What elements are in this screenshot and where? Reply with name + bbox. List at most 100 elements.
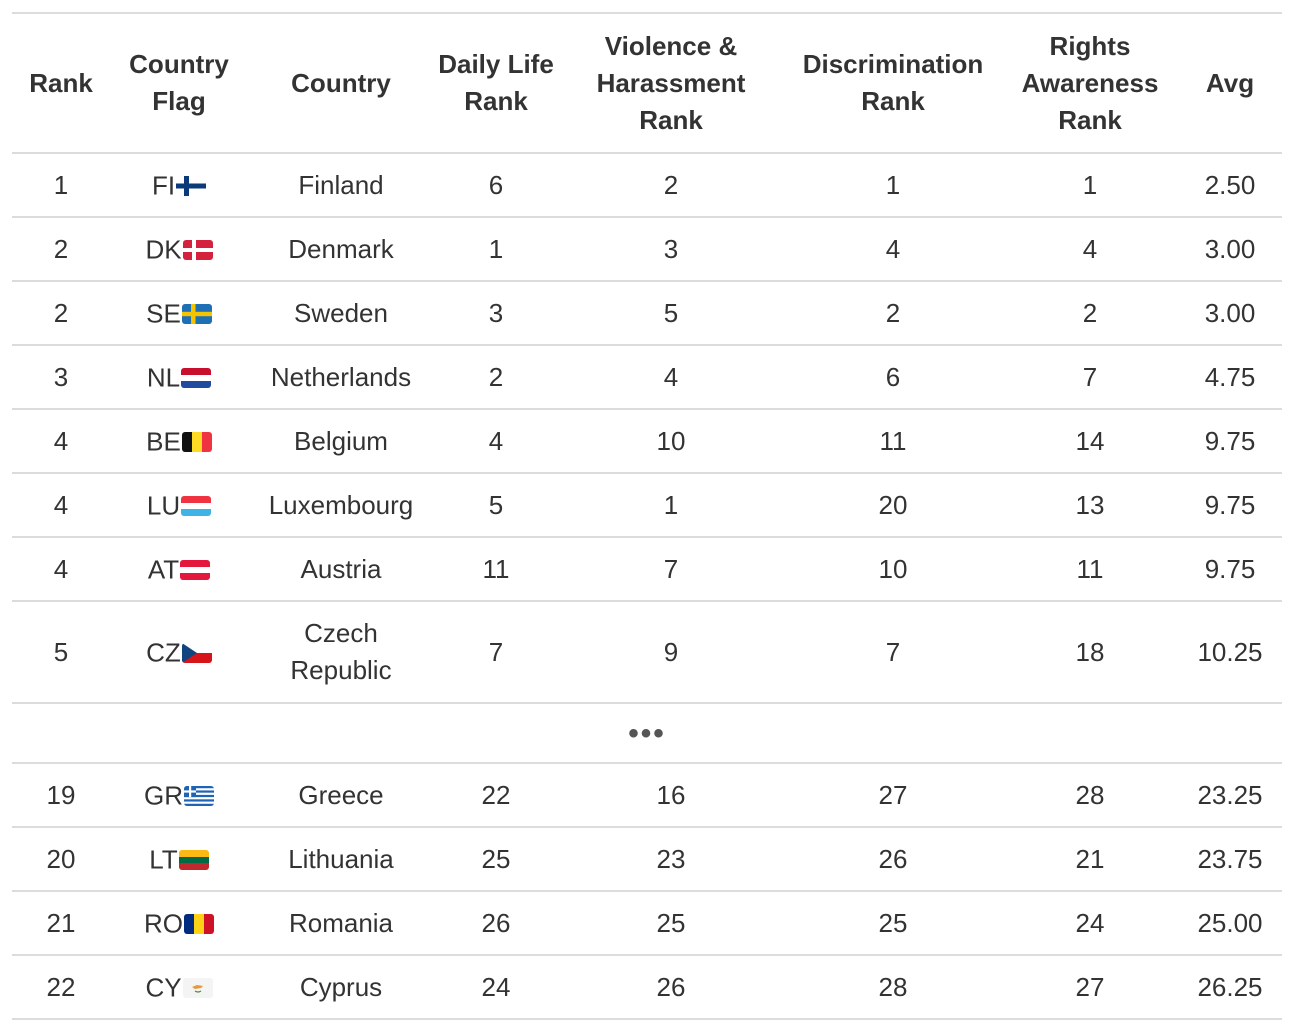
netherlands-flag-icon	[181, 367, 212, 388]
country-cell: Finland	[248, 153, 434, 218]
table-row: 21 RO Romania 26 25 25 24 25.00	[12, 891, 1282, 956]
header-daily-life-rank: Daily Life Rank	[434, 12, 558, 154]
belgium-flag-icon	[181, 431, 212, 452]
discrimination-rank-cell: 20	[784, 473, 1002, 538]
discrimination-rank-cell: 7	[784, 601, 1002, 704]
flag-cell: AT	[110, 537, 248, 602]
discrimination-rank-cell: 4	[784, 217, 1002, 282]
flag-cell: CY	[110, 955, 248, 1020]
country-cell: Austria	[248, 537, 434, 602]
discrimination-rank-cell: 28	[784, 955, 1002, 1020]
table-row: 2 SE Sweden 3 5 2 2 3.00	[12, 281, 1282, 346]
daily-life-rank-cell: 3	[434, 281, 558, 346]
table-row: 20 LT Lithuania 25 23 26 21 23.75	[12, 827, 1282, 892]
country-cell: Netherlands	[248, 345, 434, 410]
header-violence-harassment-rank: Violence & Harassment Rank	[558, 12, 784, 154]
table-row: 4 LU Luxembourg 5 1 20 13 9.75	[12, 473, 1282, 538]
ranking-table: Rank Country Flag Country Daily Life Ran…	[12, 12, 1282, 1020]
cyprus-flag-icon	[182, 977, 213, 998]
violence-harassment-rank-cell: 2	[558, 153, 784, 218]
country-code: LT	[149, 844, 178, 875]
daily-life-rank-cell: 4	[434, 409, 558, 474]
daily-life-rank-cell: 24	[434, 955, 558, 1020]
table-row: 22 CY Cyprus 24 26 28 27 26.25	[12, 955, 1282, 1020]
rights-awareness-rank-cell: 24	[1002, 891, 1178, 956]
table-body: 1 FI Finland 6 2 1 1 2.50 2 DK Denmark 1 3 4 4 3.00 2 SE S…	[12, 153, 1282, 1020]
country-code: GR	[144, 780, 183, 811]
rights-awareness-rank-cell: 21	[1002, 827, 1178, 892]
header-avg: Avg	[1178, 12, 1282, 154]
flag-cell: BE	[110, 409, 248, 474]
rank-cell: 2	[12, 281, 110, 346]
daily-life-rank-cell: 26	[434, 891, 558, 956]
table-row: 2 DK Denmark 1 3 4 4 3.00	[12, 217, 1282, 282]
country-code: FI	[151, 170, 176, 201]
country-cell: Romania	[248, 891, 434, 956]
header-discrimination-rank: Discrimination Rank	[784, 12, 1002, 154]
country-code: NL	[146, 362, 181, 393]
daily-life-rank-cell: 11	[434, 537, 558, 602]
rank-cell: 5	[12, 601, 110, 704]
discrimination-rank-cell: 26	[784, 827, 1002, 892]
rank-cell: 22	[12, 955, 110, 1020]
violence-harassment-rank-cell: 3	[558, 217, 784, 282]
discrimination-rank-cell: 25	[784, 891, 1002, 956]
avg-cell: 25.00	[1178, 891, 1282, 956]
flag-cell: GR	[110, 763, 248, 828]
table-row: 1 FI Finland 6 2 1 1 2.50	[12, 153, 1282, 218]
country-cell: Sweden	[248, 281, 434, 346]
lithuania-flag-icon	[178, 849, 209, 870]
avg-cell: 26.25	[1178, 955, 1282, 1020]
flag-cell: RO	[110, 891, 248, 956]
header-rights-awareness-rank: Rights Awareness Rank	[1002, 12, 1178, 154]
header-rank: Rank	[12, 12, 110, 154]
discrimination-rank-cell: 10	[784, 537, 1002, 602]
rights-awareness-rank-cell: 2	[1002, 281, 1178, 346]
denmark-flag-icon	[182, 239, 213, 260]
country-cell: Greece	[248, 763, 434, 828]
discrimination-rank-cell: 11	[784, 409, 1002, 474]
greece-flag-icon	[184, 785, 214, 806]
daily-life-rank-cell: 6	[434, 153, 558, 218]
rights-awareness-rank-cell: 27	[1002, 955, 1178, 1020]
flag-cell: LU	[110, 473, 248, 538]
table-row: 3 NL Netherlands 2 4 6 7 4.75	[12, 345, 1282, 410]
discrimination-rank-cell: 27	[784, 763, 1002, 828]
avg-cell: 10.25	[1178, 601, 1282, 704]
rank-cell: 2	[12, 217, 110, 282]
table-row: 4 BE Belgium 4 10 11 14 9.75	[12, 409, 1282, 474]
country-code: DK	[145, 234, 182, 265]
avg-cell: 3.00	[1178, 281, 1282, 346]
country-code: CZ	[146, 637, 181, 668]
rank-cell: 20	[12, 827, 110, 892]
daily-life-rank-cell: 1	[434, 217, 558, 282]
rank-cell: 21	[12, 891, 110, 956]
sweden-flag-icon	[181, 303, 212, 324]
country-code: AT	[147, 554, 180, 585]
violence-harassment-rank-cell: 26	[558, 955, 784, 1020]
table-row: 19 GR Greece 22 16 27 28 23.25	[12, 763, 1282, 828]
violence-harassment-rank-cell: 10	[558, 409, 784, 474]
flag-cell: NL	[110, 345, 248, 410]
flag-cell: SE	[110, 281, 248, 346]
flag-cell: CZ	[110, 601, 248, 704]
rights-awareness-rank-cell: 4	[1002, 217, 1178, 282]
avg-cell: 2.50	[1178, 153, 1282, 218]
avg-cell: 23.25	[1178, 763, 1282, 828]
discrimination-rank-cell: 1	[784, 153, 1002, 218]
rights-awareness-rank-cell: 1	[1002, 153, 1178, 218]
daily-life-rank-cell: 2	[434, 345, 558, 410]
ellipsis-row: •••	[12, 703, 1282, 764]
luxembourg-flag-icon	[181, 495, 212, 516]
flag-cell: LT	[110, 827, 248, 892]
country-code: SE	[146, 298, 181, 329]
finland-flag-icon	[176, 175, 207, 196]
country-cell: Czech Republic	[248, 601, 434, 704]
avg-cell: 4.75	[1178, 345, 1282, 410]
violence-harassment-rank-cell: 7	[558, 537, 784, 602]
rank-cell: 3	[12, 345, 110, 410]
discrimination-rank-cell: 6	[784, 345, 1002, 410]
rank-cell: 4	[12, 409, 110, 474]
table-header: Rank Country Flag Country Daily Life Ran…	[12, 12, 1282, 154]
